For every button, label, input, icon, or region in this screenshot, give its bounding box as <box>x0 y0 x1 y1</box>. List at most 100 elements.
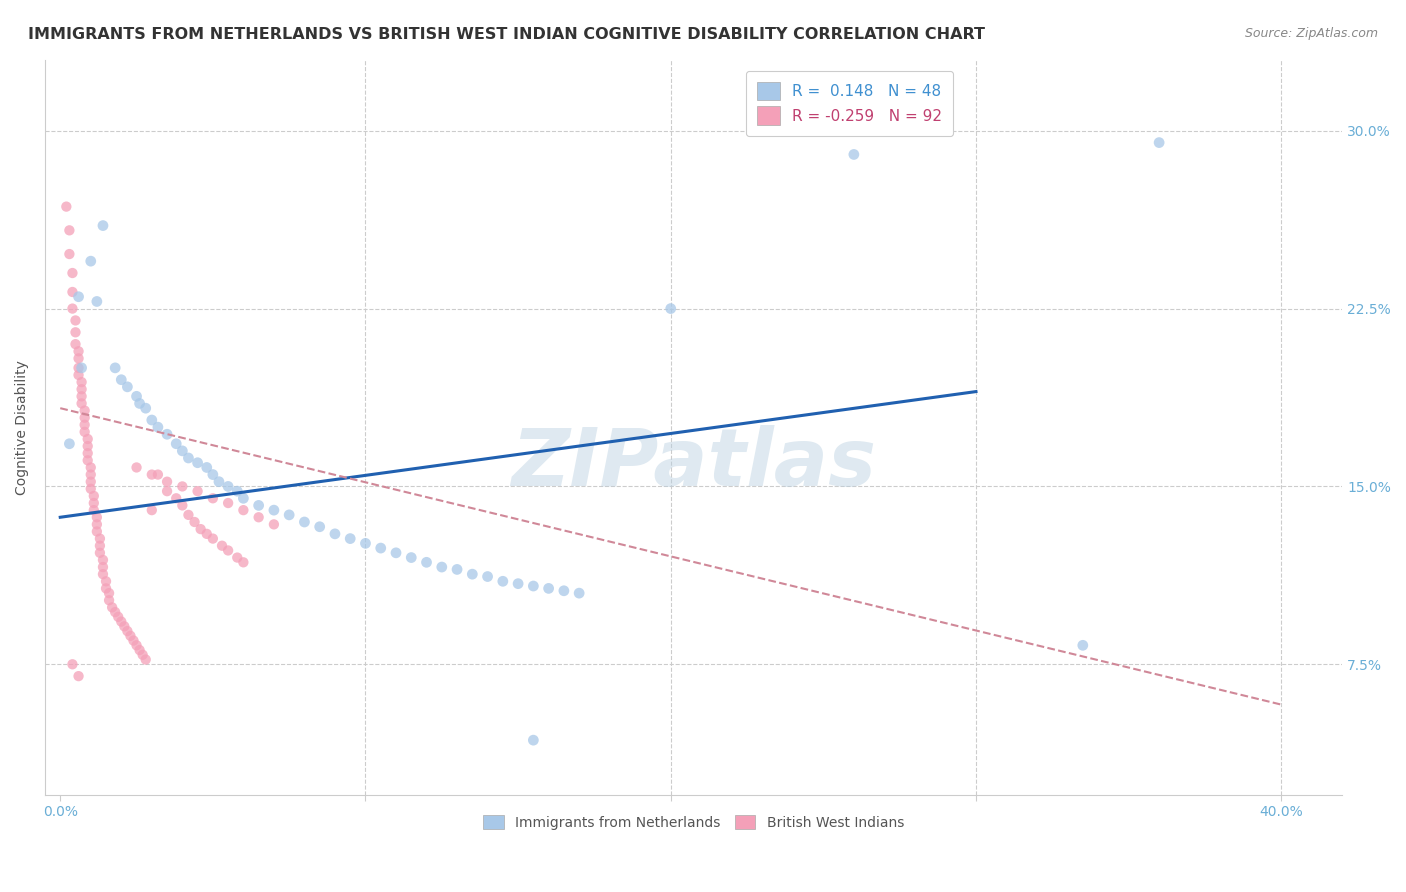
Point <box>217 543 239 558</box>
Point <box>1071 638 1094 652</box>
Point <box>247 499 270 513</box>
Point <box>65 337 87 351</box>
Point <box>94 582 117 596</box>
Point <box>107 610 129 624</box>
Point <box>89 539 111 553</box>
Point <box>98 593 121 607</box>
Point <box>89 546 111 560</box>
Point <box>120 629 142 643</box>
Point <box>177 508 200 522</box>
Point <box>226 484 249 499</box>
Point <box>98 586 121 600</box>
Point <box>156 475 179 489</box>
Point <box>70 360 93 375</box>
Point <box>91 567 114 582</box>
Point <box>201 467 224 482</box>
Point <box>146 420 169 434</box>
Point <box>91 560 114 574</box>
Legend: Immigrants from Netherlands, British West Indians: Immigrants from Netherlands, British Wes… <box>478 810 910 836</box>
Point <box>165 436 187 450</box>
Point <box>70 375 93 389</box>
Point <box>172 479 194 493</box>
Point <box>1147 136 1170 150</box>
Point <box>165 491 187 506</box>
Point <box>492 574 515 589</box>
Point <box>76 439 98 453</box>
Point <box>70 396 93 410</box>
Point <box>195 526 218 541</box>
Point <box>62 301 84 316</box>
Point <box>842 147 865 161</box>
Point <box>201 532 224 546</box>
Point <box>58 436 80 450</box>
Point <box>94 574 117 589</box>
Point <box>172 443 194 458</box>
Text: IMMIGRANTS FROM NETHERLANDS VS BRITISH WEST INDIAN COGNITIVE DISABILITY CORRELAT: IMMIGRANTS FROM NETHERLANDS VS BRITISH W… <box>28 27 986 42</box>
Point <box>339 532 361 546</box>
Point <box>104 360 127 375</box>
Point <box>73 417 96 432</box>
Text: ZIPatlas: ZIPatlas <box>512 425 876 503</box>
Point <box>217 496 239 510</box>
Point <box>83 503 105 517</box>
Point <box>195 460 218 475</box>
Point <box>141 467 163 482</box>
Point <box>70 389 93 403</box>
Point <box>370 541 392 555</box>
Point <box>537 582 560 596</box>
Text: Source: ZipAtlas.com: Source: ZipAtlas.com <box>1244 27 1378 40</box>
Point <box>67 360 90 375</box>
Point <box>247 510 270 524</box>
Point <box>80 467 103 482</box>
Point <box>65 313 87 327</box>
Point <box>80 254 103 268</box>
Point <box>446 562 468 576</box>
Point <box>101 600 124 615</box>
Point <box>55 200 77 214</box>
Point <box>117 624 139 638</box>
Point <box>65 326 87 340</box>
Point <box>76 432 98 446</box>
Point <box>201 491 224 506</box>
Point <box>187 456 209 470</box>
Point <box>91 553 114 567</box>
Point <box>135 401 157 416</box>
Point <box>73 403 96 417</box>
Point <box>278 508 301 522</box>
Point <box>323 526 346 541</box>
Point <box>128 396 150 410</box>
Point <box>385 546 408 560</box>
Point <box>659 301 682 316</box>
Point <box>461 567 484 582</box>
Point <box>86 510 108 524</box>
Point <box>183 515 205 529</box>
Point <box>110 373 132 387</box>
Point <box>91 219 114 233</box>
Point <box>80 482 103 496</box>
Point <box>62 285 84 299</box>
Point <box>83 496 105 510</box>
Point <box>86 517 108 532</box>
Point <box>156 484 179 499</box>
Point <box>522 579 544 593</box>
Point <box>131 648 153 662</box>
Point <box>141 503 163 517</box>
Point <box>232 503 254 517</box>
Point <box>80 475 103 489</box>
Point <box>122 633 145 648</box>
Point <box>112 619 135 633</box>
Point <box>308 520 330 534</box>
Point <box>354 536 377 550</box>
Point <box>156 427 179 442</box>
Point <box>86 294 108 309</box>
Point <box>125 389 148 403</box>
Y-axis label: Cognitive Disability: Cognitive Disability <box>15 359 30 494</box>
Point <box>67 290 90 304</box>
Point <box>73 410 96 425</box>
Point <box>190 522 212 536</box>
Point <box>506 576 529 591</box>
Point <box>117 380 139 394</box>
Point <box>294 515 316 529</box>
Point <box>263 503 285 517</box>
Point <box>62 657 84 672</box>
